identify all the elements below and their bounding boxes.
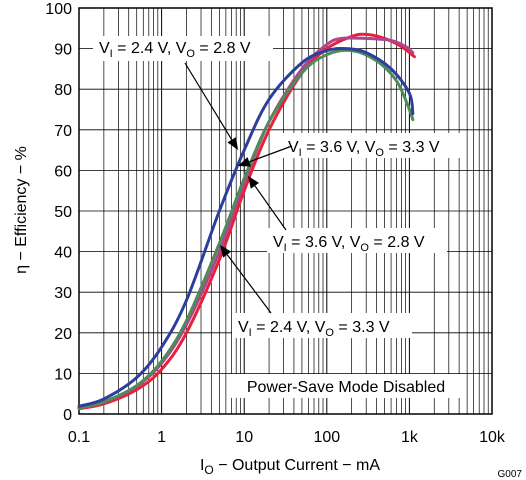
annotation-arrow bbox=[254, 185, 287, 231]
x-axis-title-rest: − Output Current − mA bbox=[214, 457, 381, 474]
annotation-background bbox=[232, 313, 412, 338]
series-layer bbox=[77, 32, 416, 411]
x-tick-label: 1k bbox=[401, 429, 419, 446]
series-line-1 bbox=[77, 32, 416, 411]
tick-labels: 0.1 1 10 100 1k 10k 0 10 20 30 40 50 60 70 80 90 100 bbox=[45, 1, 506, 446]
annotation-background bbox=[267, 228, 447, 253]
y-tick-label: 50 bbox=[54, 204, 72, 221]
annotation-arrowhead bbox=[248, 176, 259, 189]
y-tick-label: 60 bbox=[54, 163, 72, 180]
x-tick-label: 10 bbox=[235, 429, 253, 446]
annotations: VI = 2.4 V, VO = 2.8 V VI = 3.6 V, VO = 3… bbox=[99, 40, 445, 396]
annotation-backgrounds bbox=[93, 36, 465, 398]
figure-code: G007 bbox=[498, 469, 523, 480]
x-axis-title-sub: O bbox=[204, 463, 213, 477]
plot-border bbox=[78, 7, 493, 415]
x-tick-label: 1 bbox=[157, 429, 166, 446]
y-tick-label: 100 bbox=[45, 1, 72, 18]
annotation-arrowhead bbox=[220, 245, 232, 258]
annotation-arrow bbox=[249, 145, 293, 163]
y-tick-label: 30 bbox=[54, 285, 72, 302]
y-axis-title: η − Efficiency − % bbox=[13, 146, 30, 274]
annotation-label: VI = 3.6 V, VO = 2.8 V bbox=[273, 234, 425, 254]
y-tick-label: 70 bbox=[54, 123, 72, 140]
note-background bbox=[229, 374, 465, 398]
annotation-arrowhead bbox=[227, 137, 238, 150]
y-tick-label: 90 bbox=[54, 42, 72, 59]
annotation-background bbox=[93, 36, 273, 61]
x-tick-label: 100 bbox=[313, 429, 340, 446]
x-tick-label: 0.1 bbox=[68, 429, 90, 446]
y-tick-label: 40 bbox=[54, 245, 72, 262]
x-axis-title: IO − Output Current − mA bbox=[200, 457, 380, 477]
mode-note: Power-Save Mode Disabled bbox=[247, 379, 445, 396]
series-line-4 bbox=[77, 46, 415, 408]
y-tick-label: 0 bbox=[63, 407, 72, 424]
series-line-3 bbox=[77, 48, 415, 410]
y-tick-label: 80 bbox=[54, 82, 72, 99]
annotation-arrow bbox=[184, 62, 233, 141]
y-tick-label: 20 bbox=[54, 326, 72, 343]
x-axis-title-prefix: I bbox=[200, 457, 204, 474]
grid bbox=[79, 8, 492, 414]
annotation-arrow bbox=[226, 254, 272, 314]
plot-frame bbox=[78, 7, 493, 415]
annotation-label: VI = 3.6 V, VO = 3.3 V bbox=[288, 139, 440, 159]
annotation-label: VI = 2.4 V, VO = 3.3 V bbox=[238, 319, 390, 339]
y-tick-label: 10 bbox=[54, 366, 72, 383]
annotation-arrowhead bbox=[238, 157, 251, 167]
annotation-background bbox=[282, 133, 462, 158]
x-tick-label: 10k bbox=[479, 429, 506, 446]
annotation-label: VI = 2.4 V, VO = 2.8 V bbox=[99, 40, 251, 60]
